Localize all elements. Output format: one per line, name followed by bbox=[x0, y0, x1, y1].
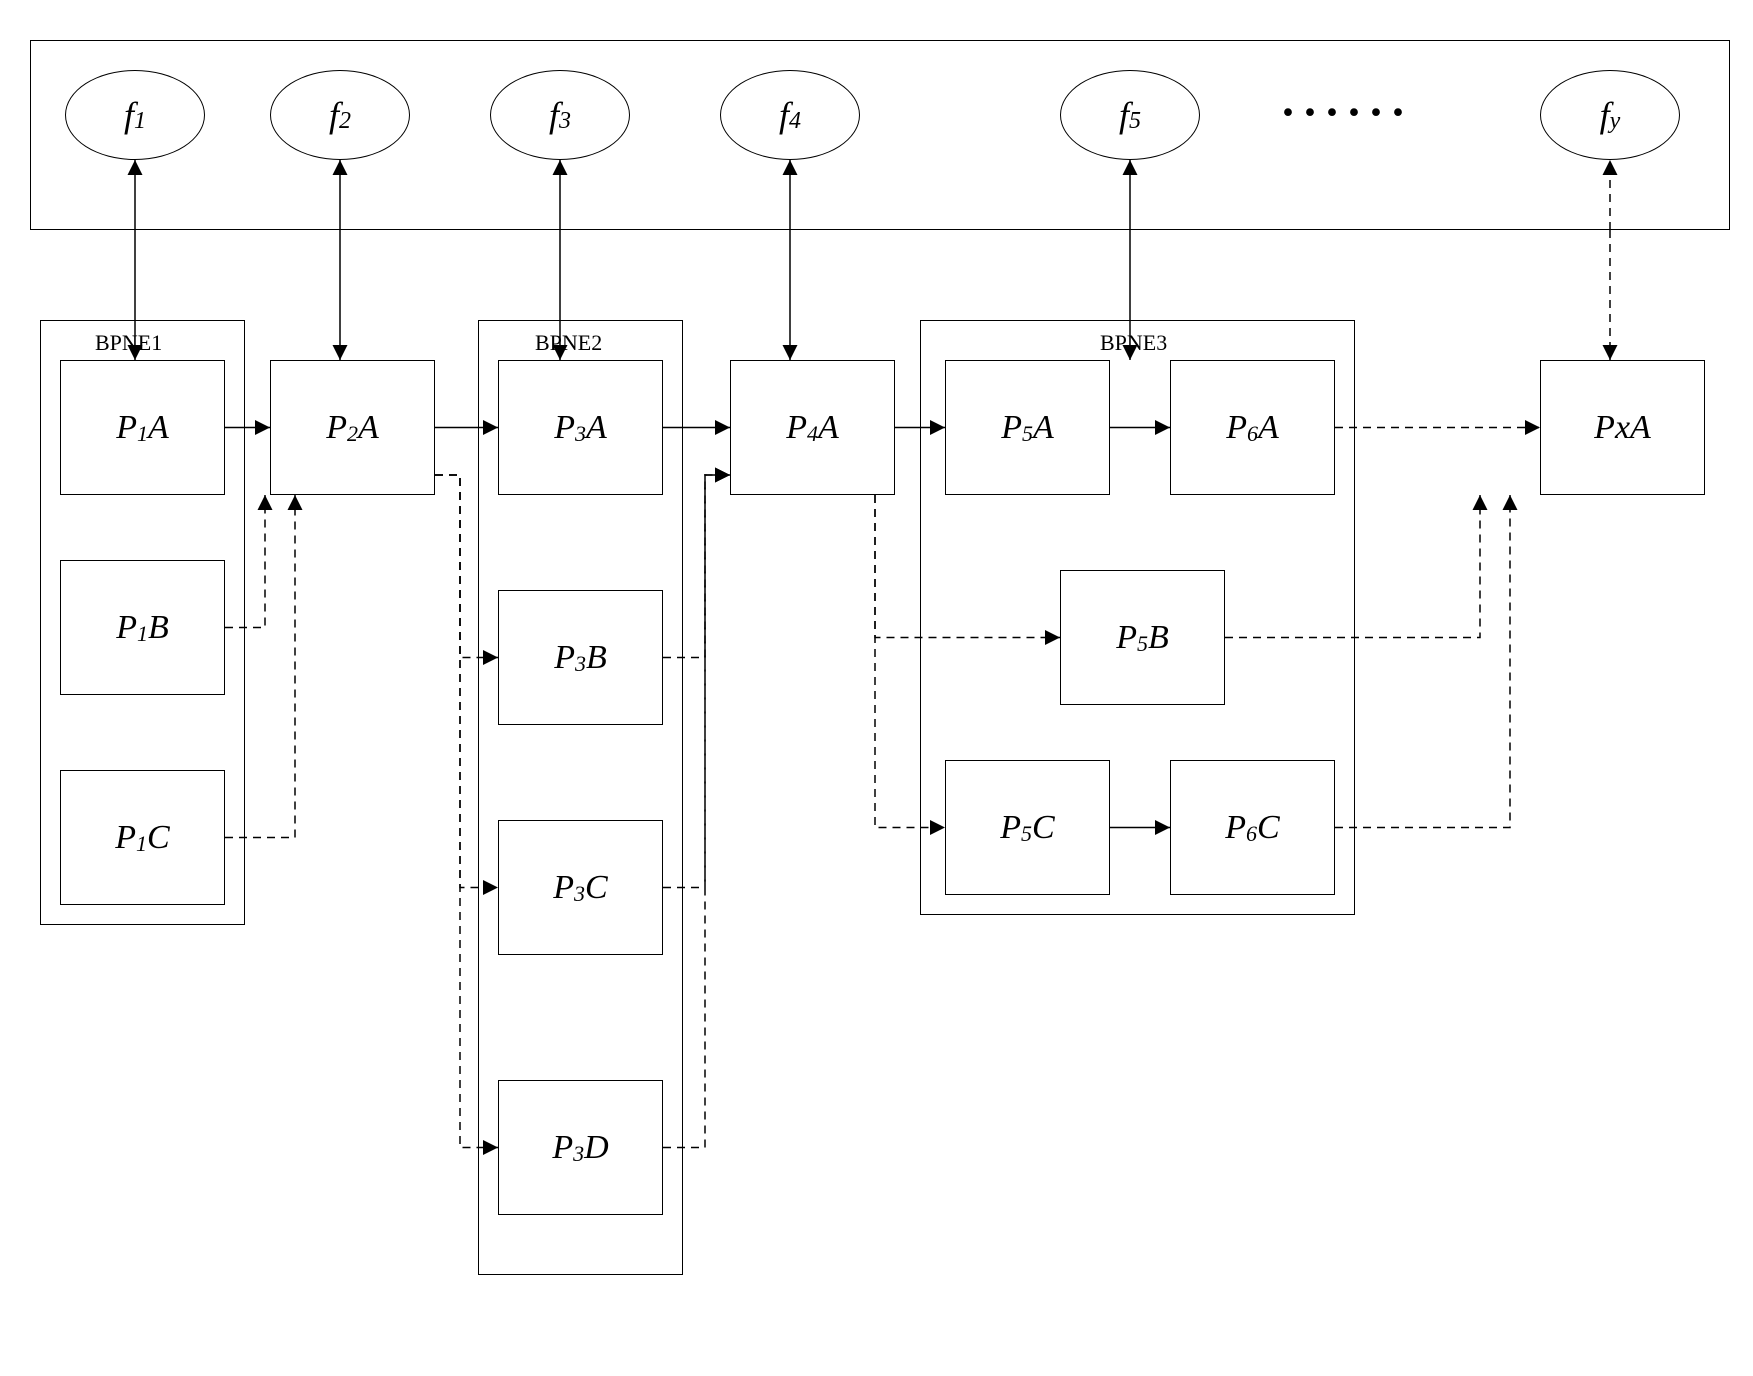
group-label-BPNE2: BPNE2 bbox=[535, 330, 602, 356]
ellipse-f3: f3 bbox=[490, 70, 630, 160]
node-P4A: P4A bbox=[730, 360, 895, 495]
node-P6C: P6C bbox=[1170, 760, 1335, 895]
node-P1C: P1C bbox=[60, 770, 225, 905]
node-P3C: P3C bbox=[498, 820, 663, 955]
ellipse-f4: f4 bbox=[720, 70, 860, 160]
node-P3B: P3B bbox=[498, 590, 663, 725]
node-P1B: P1B bbox=[60, 560, 225, 695]
node-P5A: P5A bbox=[945, 360, 1110, 495]
node-P2A: P2A bbox=[270, 360, 435, 495]
ellipse-f1: f1 bbox=[65, 70, 205, 160]
group-label-BPNE3: BPNE3 bbox=[1100, 330, 1167, 356]
ellipse-f5: f5 bbox=[1060, 70, 1200, 160]
node-P5C: P5C bbox=[945, 760, 1110, 895]
node-P5B: P5B bbox=[1060, 570, 1225, 705]
group-label-BPNE1: BPNE1 bbox=[95, 330, 162, 356]
ellipse-f2: f2 bbox=[270, 70, 410, 160]
diagram-canvas: f1f2f3f4f5fy······BPNE1BPNE2BPNE3P1AP1BP… bbox=[0, 0, 1753, 1376]
node-P3A: P3A bbox=[498, 360, 663, 495]
node-P1A: P1A bbox=[60, 360, 225, 495]
node-P3D: P3D bbox=[498, 1080, 663, 1215]
node-PxA: PxA bbox=[1540, 360, 1705, 495]
ellipse-fy: fy bbox=[1540, 70, 1680, 160]
node-P6A: P6A bbox=[1170, 360, 1335, 495]
